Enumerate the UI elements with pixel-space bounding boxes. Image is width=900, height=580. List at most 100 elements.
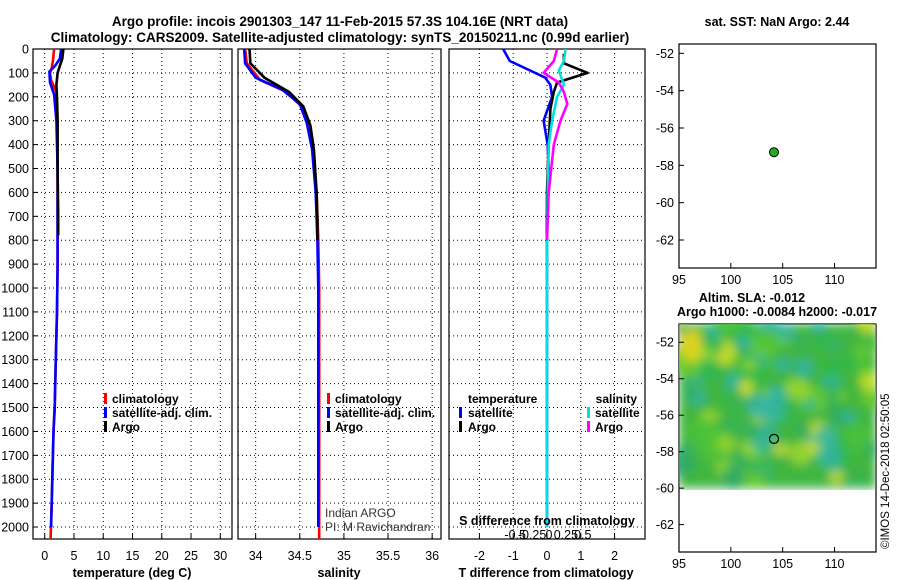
sla-map-title-line2: Argo h1000: -0.0084 h2000: -0.017 (677, 305, 877, 319)
sst-map-argo-location-marker (768, 147, 779, 158)
sla-field-high-anomaly (681, 330, 701, 362)
x-tick-label: 20 (155, 549, 169, 563)
legend-label-temp-argo: Argo (468, 420, 496, 434)
sla-field-blob (737, 400, 750, 415)
sla-field-blob (864, 336, 876, 350)
sla-map-x-tick-label: 105 (772, 557, 793, 571)
legend-title-salinity: salinity (596, 392, 638, 406)
sla-field-blob (797, 423, 812, 440)
depth-tick-label: 1200 (1, 329, 29, 343)
sla-field-blob (773, 358, 794, 372)
sla-field-blob (680, 373, 698, 390)
depth-tick-label: 300 (8, 114, 29, 128)
depth-tick-label: 1000 (1, 282, 29, 296)
annotation-pi-name: PI: M Ravichandran (325, 520, 430, 534)
depth-tick-label: 200 (8, 90, 29, 104)
s-diff-tick-label: 0.5 (574, 528, 591, 542)
sla-map-x-tick-label: 100 (720, 557, 741, 571)
sla-field-blob (803, 399, 816, 410)
sla-field-blob (721, 463, 745, 490)
sla-heatmap (679, 324, 876, 490)
x-tick-label: 36 (425, 549, 439, 563)
figure-title-line2: Climatology: CARS2009. Satellite-adjuste… (51, 30, 629, 45)
t-difference-axis-label: T difference from climatology (458, 566, 633, 580)
figure-title-line1: Argo profile: incois 2901303_147 11-Feb-… (112, 14, 568, 29)
sla-field-blur (679, 324, 876, 490)
sla-map-y-tick-label: -60 (656, 482, 674, 496)
sla-field-blob (738, 379, 754, 397)
sla-field-blob (844, 472, 863, 488)
sla-field-blob (720, 418, 739, 432)
sla-field-blob (793, 336, 810, 352)
depth-tick-label: 1900 (1, 497, 29, 511)
series-line-salinity-argo (542, 48, 569, 241)
legend-swatch-climatology (104, 393, 107, 404)
series-line-temperature-satellite (501, 48, 554, 527)
legend-label-argo: Argo (335, 420, 363, 434)
depth-tick-label: 1400 (1, 377, 29, 391)
series-line-satellite-adj-clim- (242, 48, 320, 527)
sla-field-blob (840, 412, 857, 423)
sla-map-y-tick-label: -52 (656, 336, 674, 350)
sla-map-x-tick-label: 110 (825, 557, 845, 571)
sst-map-y-tick-label: -62 (656, 234, 674, 248)
s-diff-tick-label: -0.25 (518, 528, 547, 542)
sla-field-blob (744, 460, 770, 475)
depth-tick-label: 1500 (1, 401, 29, 415)
legend-label-climatology: climatology (112, 392, 179, 406)
depth-tick-label: 1700 (1, 449, 29, 463)
depth-tick-label: 500 (8, 162, 29, 176)
sla-field-blob (758, 324, 781, 332)
sla-field-blob (829, 470, 844, 483)
sla-field-blob (683, 419, 713, 438)
depth-tick-label: 2000 (1, 521, 29, 535)
sla-field-blob (836, 390, 849, 402)
sla-field-blob (723, 396, 735, 408)
sla-field-blob (817, 442, 842, 468)
x-tick-label: 35 (337, 549, 351, 563)
sla-field-blob (775, 324, 796, 342)
depth-tick-label: 1100 (2, 305, 29, 319)
sla-map-argo-location-marker (768, 433, 780, 445)
legend-swatch-temp-satellite (459, 407, 462, 418)
legend-swatch-sal-argo (587, 421, 590, 432)
s-diff-tick-label: 0.25 (554, 528, 578, 542)
x-tick-label: 15 (126, 549, 140, 563)
x-tick-label: 34 (249, 549, 263, 563)
sla-map-y-tick-label: -54 (656, 372, 674, 386)
sla-field-blob (844, 352, 858, 367)
sst-map-x-tick-label: 105 (772, 273, 793, 287)
x-tick-label: 34.5 (288, 549, 312, 563)
legend-swatch-climatology (327, 393, 330, 404)
series-line-argo (55, 48, 65, 236)
x-tick-label: 0 (544, 549, 551, 563)
sla-field-blob (857, 324, 875, 334)
depth-tick-label: 100 (8, 66, 29, 80)
temperature-axis-label: temperature (deg C) (73, 566, 192, 580)
sla-field-blob (843, 422, 872, 453)
x-tick-label: 10 (96, 549, 110, 563)
legend-label-climatology: climatology (335, 392, 402, 406)
legend-label-temp-satellite: satellite (468, 406, 513, 420)
depth-tick-label: 400 (8, 138, 29, 152)
sla-field-blob (860, 389, 876, 409)
sst-map-y-tick-label: -58 (656, 159, 674, 173)
sla-field-blob (772, 443, 790, 456)
legend-swatch-temp-argo (459, 421, 462, 432)
sst-map-title: sat. SST: NaN Argo: 2.44 (705, 15, 850, 29)
sla-field-blob (702, 359, 722, 380)
legend-swatch-satellite (327, 407, 330, 418)
sla-field-blob (738, 420, 760, 444)
sst-map-y-tick-label: -52 (656, 47, 674, 61)
salinity-legend: climatology satellite-adj. clim. Argo (327, 392, 435, 434)
sla-field-blob (725, 372, 742, 392)
sla-field-blob (686, 387, 699, 399)
sla-field-blob (810, 324, 826, 333)
legend-swatch-sal-satellite (587, 407, 590, 418)
x-tick-label: 30 (213, 549, 227, 563)
sla-map-x-tick-label: 95 (672, 557, 686, 571)
depth-tick-label: 600 (8, 186, 29, 200)
sla-map-y-tick-label: -62 (656, 518, 674, 532)
series-line-argo (248, 48, 319, 241)
